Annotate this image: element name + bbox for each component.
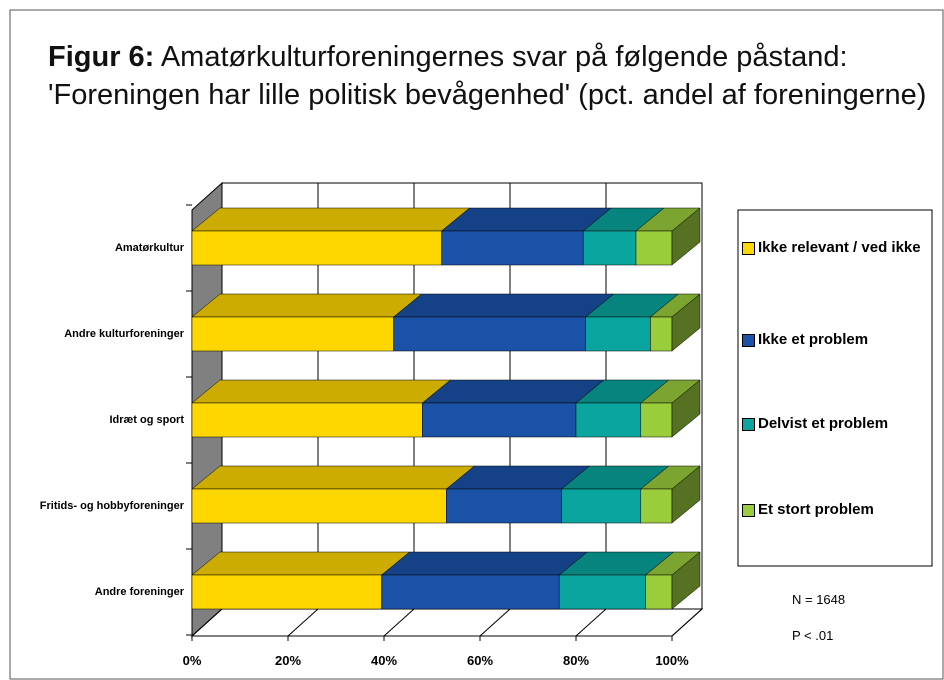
bar xyxy=(441,230,584,266)
bar xyxy=(422,402,577,438)
bar xyxy=(381,574,560,610)
title: Figur 6: Amatørkulturforeningernes svar … xyxy=(48,38,928,114)
annotation: N = 1648 xyxy=(792,592,846,607)
bar xyxy=(446,488,562,524)
floor-line xyxy=(479,608,511,637)
x-tick-label: 80% xyxy=(563,653,589,668)
bar xyxy=(645,574,673,610)
bar xyxy=(585,316,651,352)
bar-top xyxy=(191,293,423,318)
bar-side xyxy=(671,465,701,524)
legend-entry: Ikke relevant / ved ikke xyxy=(742,238,928,258)
plot: 0% 20% 40% 60% 80% 100% xyxy=(183,181,704,668)
bar xyxy=(575,402,642,438)
bar xyxy=(558,574,646,610)
floor-line xyxy=(671,608,703,637)
bar xyxy=(191,316,394,352)
bar xyxy=(640,402,673,438)
bar xyxy=(191,402,423,438)
bar xyxy=(191,488,447,524)
legend-entry: Delvist et problem xyxy=(742,414,928,434)
x-tick-label: 100% xyxy=(655,653,689,668)
floor-line xyxy=(575,608,607,637)
legend-swatch xyxy=(742,504,755,517)
legend-swatch xyxy=(742,242,755,255)
bar-side xyxy=(671,207,701,266)
x-tick-label: 60% xyxy=(467,653,493,668)
y-tick-label: Andre foreninger xyxy=(94,586,184,598)
bar-side xyxy=(671,293,701,352)
bar xyxy=(635,230,673,266)
frame xyxy=(9,9,944,680)
legend-box xyxy=(737,209,933,567)
bar xyxy=(640,488,673,524)
floor xyxy=(190,608,704,637)
legend-entry: Et stort problem xyxy=(742,500,928,520)
floor-line xyxy=(383,608,415,637)
x-tick-label: 0% xyxy=(183,653,202,668)
y-tick-label: Andre kulturforeninger xyxy=(64,328,184,340)
bar-top xyxy=(421,379,605,404)
bar-side xyxy=(671,379,701,438)
bar-top xyxy=(191,379,452,404)
title-text: Amatørkulturforeningernes svar på følgen… xyxy=(48,41,927,111)
floor-line xyxy=(191,608,223,637)
bar-top xyxy=(440,207,612,232)
legend-swatch xyxy=(742,334,755,347)
title-label: Figur 6: xyxy=(48,41,155,73)
legend-entry: Ikke et problem xyxy=(742,330,928,350)
bar-top xyxy=(380,551,588,576)
y-tick-label: Fritids- og hobbyforeninger xyxy=(39,500,184,512)
bar xyxy=(191,574,382,610)
bar-top xyxy=(191,207,471,232)
y-tick-label: Amatørkultur xyxy=(114,242,184,254)
bar xyxy=(393,316,586,352)
y-tick-label: Idræt og sport xyxy=(109,414,184,426)
bar xyxy=(582,230,637,266)
bar-side xyxy=(671,551,701,610)
bar xyxy=(650,316,673,352)
bar-top xyxy=(191,551,411,576)
x-tick-label: 40% xyxy=(371,653,397,668)
bar-top xyxy=(392,293,615,318)
annotation: P < .01 xyxy=(792,628,834,643)
bar xyxy=(191,230,442,266)
legend-swatch xyxy=(742,418,755,431)
x-tick-label: 20% xyxy=(275,653,301,668)
floor-line xyxy=(287,608,319,637)
bar-top xyxy=(191,465,476,490)
bar xyxy=(561,488,642,524)
